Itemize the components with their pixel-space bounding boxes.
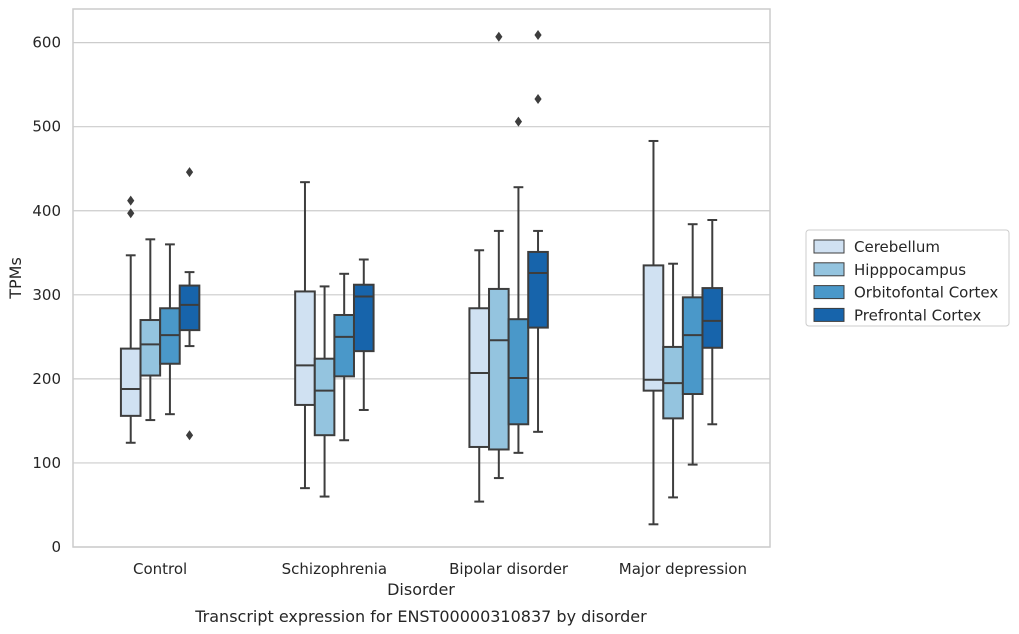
x-tick-label: Bipolar disorder [449, 560, 569, 578]
x-axis-label: Disorder [387, 580, 455, 599]
box [333, 313, 355, 378]
outlier-point [185, 430, 194, 441]
y-axis-label: TPMs [6, 257, 25, 300]
x-tick-label: Major depression [619, 560, 747, 578]
y-axis-ticks: 0 100 200 300 400 500 600 [32, 34, 61, 556]
y-tick-label: 100 [32, 454, 61, 472]
box [681, 296, 704, 396]
figure-caption: Transcript expression for ENST0000031083… [194, 607, 647, 626]
y-tick-label: 200 [32, 370, 61, 388]
plot-background [73, 9, 770, 547]
x-axis-ticks: Control Schizophrenia Bipolar disorder Majo… [133, 560, 747, 578]
outlier-point [534, 93, 542, 104]
y-tick-label: 500 [32, 118, 61, 136]
y-tick-label: 0 [51, 538, 61, 556]
outlier-point [185, 167, 194, 178]
y-tick-label: 400 [32, 202, 61, 220]
legend-swatch [813, 285, 845, 300]
legend-frame [805, 229, 1010, 327]
x-tick-label: Control [133, 560, 187, 578]
legend-label: Prefrontal Cortex [854, 306, 981, 324]
box [701, 287, 724, 349]
box [119, 347, 142, 417]
outlier-point [534, 30, 542, 41]
outlier-point [514, 116, 523, 127]
outlier-point [495, 31, 503, 42]
box [488, 287, 510, 451]
legend-label: Cerebellum [854, 238, 940, 256]
box [507, 318, 530, 426]
x-tick-label: Schizophrenia [282, 560, 387, 578]
box-series [119, 30, 724, 526]
legend-label: Orbitofontal Cortex [854, 284, 998, 302]
legend-label: Hipppocampus [854, 261, 966, 279]
box [294, 290, 316, 406]
box [468, 307, 491, 448]
box [139, 319, 162, 377]
box [642, 264, 665, 392]
legend: Cerebellum Hipppocampus Orbitofontal Corte… [805, 229, 1010, 327]
legend-swatch [813, 307, 845, 322]
legend-swatch [813, 262, 845, 277]
box [178, 284, 201, 332]
y-tick-label: 300 [32, 286, 61, 304]
outlier-point [127, 208, 135, 219]
y-tick-label: 600 [32, 34, 61, 52]
outlier-point [127, 195, 135, 206]
box [313, 357, 336, 437]
legend-swatch [813, 239, 845, 254]
plot-frame [72, 8, 771, 548]
box [527, 250, 549, 329]
box [352, 283, 375, 353]
